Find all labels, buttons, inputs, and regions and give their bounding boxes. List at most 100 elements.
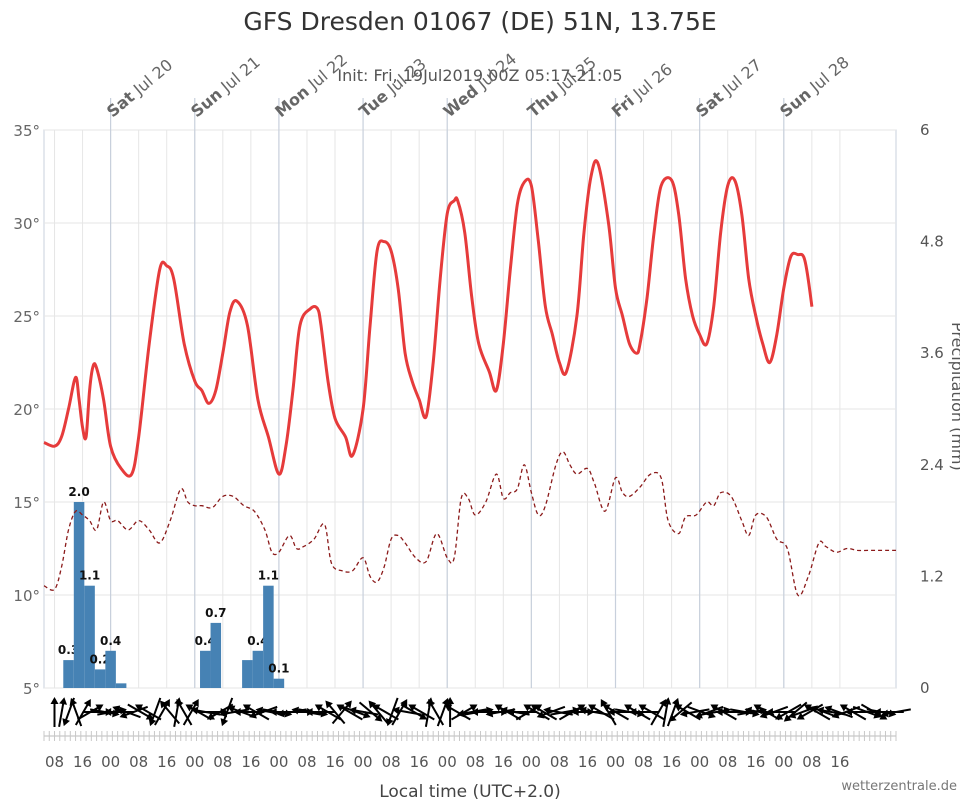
wind-arrow-shaft [327,703,346,725]
wind-arrow-head [419,712,428,720]
wind-arrow-head [588,704,597,712]
wind-arrow-head [659,699,667,708]
y-tick-left: 15° [13,494,40,512]
wind-arrow [507,708,537,716]
wind-arrow-head [579,706,587,715]
wind-arrow-shaft [800,703,824,718]
wind-arrow-head [148,718,157,727]
wind-arrow [305,708,336,716]
wind-arrow-head [362,710,371,719]
wind-arrow [638,704,665,721]
wind-arrow-head [344,700,352,709]
x-tick-label: 16 [157,753,176,771]
wind-arrow-head [269,708,277,716]
wind-arrow-head [679,709,688,718]
wind-arrow [50,697,59,727]
credit-label: wetterzentrale.de [841,779,957,794]
precip-bar [273,678,285,688]
wind-arrow-shaft [391,702,406,726]
precip-data-label: 0.7 [205,606,226,620]
wind-arrow-shaft [650,702,665,726]
y-tick-left: 20° [13,401,40,419]
wind-arrow-head [444,704,453,712]
wind-arrow-head [816,706,825,715]
wind-arrow-shaft [714,706,737,721]
x-tick-label: 08 [382,753,401,771]
wind-arrow [148,697,162,727]
wind-arrow-shaft [684,708,710,715]
x-tick-label: 00 [101,753,120,771]
wind-arrow-shaft [127,703,150,718]
wind-arrow-head [765,708,773,716]
wind-arrow-head [577,704,586,712]
wind-arrow [220,697,234,727]
x-tick-label: 16 [325,753,344,771]
wind-arrow-head [336,704,345,712]
wind-arrow-head [368,700,377,709]
wind-arrow [336,704,363,721]
wind-arrow-shaft [436,702,448,727]
x-tick-label: 08 [802,753,821,771]
wind-arrow [58,697,68,727]
wind-arrow-head [759,710,768,719]
precip-bar [115,683,127,688]
y-tick-right: 2.4 [920,456,944,474]
wind-arrow [372,704,399,721]
wind-arrow-head [69,697,78,706]
wind-arrow [77,704,104,721]
wind-arrow [325,700,346,725]
x-tick-label: 00 [354,753,373,771]
wind-arrow-head [374,714,383,722]
wind-arrow [602,704,629,721]
wind-arrow-head [788,710,797,719]
wind-arrow-shaft [77,706,100,721]
wind-arrow [127,703,154,720]
wind-arrow-head [879,712,888,720]
precip-bar [263,585,274,688]
wind-arrow-shaft [666,702,678,727]
wind-arrow-head [104,708,112,716]
wind-arrow-head [50,697,59,704]
wind-arrow-shaft [807,706,831,721]
precip-bar [242,660,253,688]
x-tick-label: 00 [774,753,793,771]
wind-arrow [159,700,181,725]
x-tick-label: 16 [494,753,513,771]
x-tick-label: 16 [410,753,429,771]
wind-arrow-shaft [178,702,193,726]
wind-arrow-head [255,706,264,715]
wind-arrow-head [59,697,68,705]
wind-arrow-head [471,708,478,716]
wind-arrow [391,699,408,726]
precipitation-series: 0.32.01.10.20.4 0.40.70.41.10.1 [58,485,290,688]
wind-arrow-head [803,704,812,712]
wind-arrow-head [810,705,818,714]
wind-arrow-head [694,710,703,719]
wind-arrow-shaft [550,709,576,716]
wind-arrow [104,708,135,716]
x-tick-label: 08 [466,753,485,771]
wind-arrow-head [291,706,300,715]
wind-arrow [523,704,550,721]
x-tick-label: 00 [606,753,625,771]
y-tick-left: 35° [13,122,40,140]
wind-arrow-head [227,705,236,714]
x-tick-label: 16 [662,753,681,771]
wind-arrow-head [408,704,417,712]
wind-arrow-shaft [606,706,629,721]
x-tick-label: 00 [438,753,457,771]
precip-bar [84,585,95,688]
precip-data-label: 0.4 [100,634,121,648]
wind-arrow-head [206,712,215,720]
wind-arrow-shaft [627,706,651,721]
wind-arrow-head [873,708,881,716]
wind-arrow-head [112,705,121,714]
wind-arrows [50,697,911,727]
wind-arrow [135,704,162,721]
wind-arrow [408,704,435,721]
wind-arrow-head [314,704,323,712]
right-axis-label: Precipitation (mm) [948,322,960,471]
wind-arrow [629,708,660,716]
